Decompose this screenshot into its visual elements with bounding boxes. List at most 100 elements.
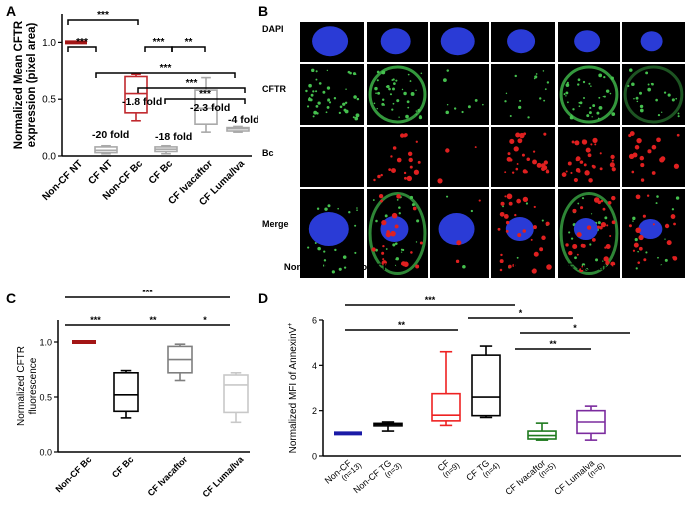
panel-b-column-label: CF NT xyxy=(432,262,460,273)
panel-a-y-tick-label: 0.5 xyxy=(42,95,56,106)
micrograph-bc-6 xyxy=(622,127,685,187)
panel-a-box-3 xyxy=(124,73,148,122)
panel-d-sig-bracket-label: * xyxy=(573,323,577,333)
panel-c-y-label: Normalized CFTRfluorescence xyxy=(16,346,39,426)
panel-a-box-2 xyxy=(94,144,118,155)
panel-a-box-5-box xyxy=(194,89,218,125)
micrograph-merge-2 xyxy=(367,189,428,278)
panel-c-letter: C xyxy=(6,290,17,306)
micrograph-cftr-2 xyxy=(367,64,428,125)
panel-c-sig-bracket-label: *** xyxy=(90,315,101,325)
micrograph-bc-5 xyxy=(558,127,620,187)
panel-a-sig-bracket-label: *** xyxy=(97,10,109,21)
panel-a-y-label: Normalized Mean CFTRexpression (pixel ar… xyxy=(13,20,38,149)
micrograph-merge-5 xyxy=(558,189,620,278)
micrograph-cftr-5 xyxy=(558,64,620,125)
panel-a-sig-bracket-label: *** xyxy=(76,37,88,48)
panel-c-x-label: CF Bc xyxy=(110,454,135,479)
panel-a-x-label: Non-CF NT xyxy=(40,158,85,203)
micrograph-dapi-4 xyxy=(491,22,555,62)
panel-d-box-4 xyxy=(471,345,501,419)
panel-a-y-label-line: expression (pixel area) xyxy=(26,23,38,148)
panel-d-y-label-sup: + xyxy=(287,323,294,327)
panel-d-sig-bracket-label: *** xyxy=(425,295,436,305)
panel-b-column-label: Non- CF NT xyxy=(283,262,337,273)
panel-c-y-label-line: fluorescence xyxy=(28,357,39,414)
panel-a-sig-bracket xyxy=(171,46,206,52)
micrograph-dapi-1 xyxy=(300,22,364,62)
panel-c-box-2-box xyxy=(113,372,139,413)
panel-d-y-tick-label: 2 xyxy=(312,406,317,416)
panel-c-y-tick-label: 0.5 xyxy=(39,393,52,403)
panel-d-box-2 xyxy=(373,421,403,432)
panel-d-letter: D xyxy=(258,290,269,306)
panel-a-fold-annotation: -2.3 fold xyxy=(190,102,230,114)
panel-a-box-6 xyxy=(226,125,250,133)
panel-a-sig-bracket-label: *** xyxy=(199,89,211,100)
micrograph-bc-1 xyxy=(300,127,364,187)
panel-c-y-tick-label: 0.0 xyxy=(39,448,52,458)
panel-d-sig-bracket-label: ** xyxy=(398,320,406,330)
panel-c-x-label: CF Luma/Iva xyxy=(201,454,247,500)
panel-c-y-tick-label: 1.0 xyxy=(39,338,52,348)
panel-d-y-tick-label: 4 xyxy=(312,361,317,371)
panel-d-sig-bracket-label: ** xyxy=(549,339,557,349)
panel-d-sig-bracket-label: * xyxy=(519,308,523,318)
panel-a-y-tick-label: 0.0 xyxy=(42,152,56,163)
micrograph-merge-6 xyxy=(622,189,685,278)
micrograph-merge-1 xyxy=(300,189,364,278)
micrograph-cftr-3 xyxy=(430,64,489,125)
micrograph-dapi-6 xyxy=(622,22,685,62)
panel-d-y-label-main: Normalized MFI of AnnexinV xyxy=(288,326,299,453)
panel-c-box-2 xyxy=(113,369,139,419)
micrograph-cftr-4 xyxy=(491,64,555,125)
panel-c-box-4-box xyxy=(223,374,249,414)
panel-a-x-label: CF NT xyxy=(87,158,116,187)
micrograph-merge-3 xyxy=(430,189,489,278)
panel-a-x-label: CF Bc xyxy=(147,158,176,187)
panel-c-sig-bracket-label: * xyxy=(203,315,207,325)
panel-a-box-3-box xyxy=(124,75,148,114)
panel-a-sig-bracket xyxy=(67,46,97,52)
panel-d-box-5 xyxy=(527,422,557,441)
panel-a-y-tick-label: 1.0 xyxy=(42,38,56,49)
panel-a-sig-bracket xyxy=(137,87,246,93)
micrograph-dapi-2 xyxy=(367,22,428,62)
panel-a-sig-bracket xyxy=(67,19,139,25)
panel-c-sig-bracket-label: *** xyxy=(142,290,153,297)
panel-c-box-3 xyxy=(167,343,193,382)
panel-a-sig-bracket-label: ** xyxy=(185,37,193,48)
panel-a-sig-bracket xyxy=(95,72,236,78)
panel-a-sig-bracket-label: *** xyxy=(160,63,172,74)
panel-b-row-label: Bc xyxy=(262,148,274,158)
panel-a-y-label-line: Normalized Mean CFTR xyxy=(13,20,25,149)
panel-c-x-label: CF Ivacaftor xyxy=(146,454,190,498)
micrograph-bc-4 xyxy=(491,127,555,187)
panel-b-column-label: CF Bc xyxy=(506,262,534,273)
micrograph-bc-2 xyxy=(367,127,428,187)
panel-a-box-5 xyxy=(194,76,218,133)
panel-b-row-label: Merge xyxy=(262,219,289,229)
panel-a-sig-bracket-label: *** xyxy=(186,78,198,89)
micrograph-dapi-5 xyxy=(558,22,620,62)
panel-b-letter: B xyxy=(258,3,269,19)
micrograph-cftr-6 xyxy=(622,64,685,125)
panel-d-box-3-box xyxy=(431,392,461,422)
panel-a-fold-annotation: -1.8 fold xyxy=(122,96,162,108)
panel-b-column-label: CF Luma/Iva xyxy=(623,262,681,273)
panel-d-box-6 xyxy=(576,405,606,441)
panel-d-y-tick-label: 6 xyxy=(312,316,317,326)
panel-b-column-label: CF Ivacaftor xyxy=(561,262,617,273)
micrograph-dapi-3 xyxy=(430,22,489,62)
panel-c-box-4 xyxy=(223,372,249,424)
panel-b-microscopy xyxy=(300,22,685,287)
panel-c-sig-bracket-label: ** xyxy=(149,315,157,325)
panel-b-row-label: CFTR xyxy=(262,84,286,94)
panel-a-fold-annotation: -18 fold xyxy=(155,131,192,143)
panel-b-column-label: Non-CF Bc xyxy=(354,262,404,273)
panel-c-y-label-line: Normalized CFTR xyxy=(16,346,27,426)
panel-a-sig-bracket xyxy=(164,98,246,104)
panel-c-chart: 0.0 0.5 1.0 Non-CF Bc CF Bc CF Ivacaftor CF Lu… xyxy=(16,290,250,500)
panel-d-y-label: Normalized MFI of AnnexinV+ xyxy=(287,323,299,454)
